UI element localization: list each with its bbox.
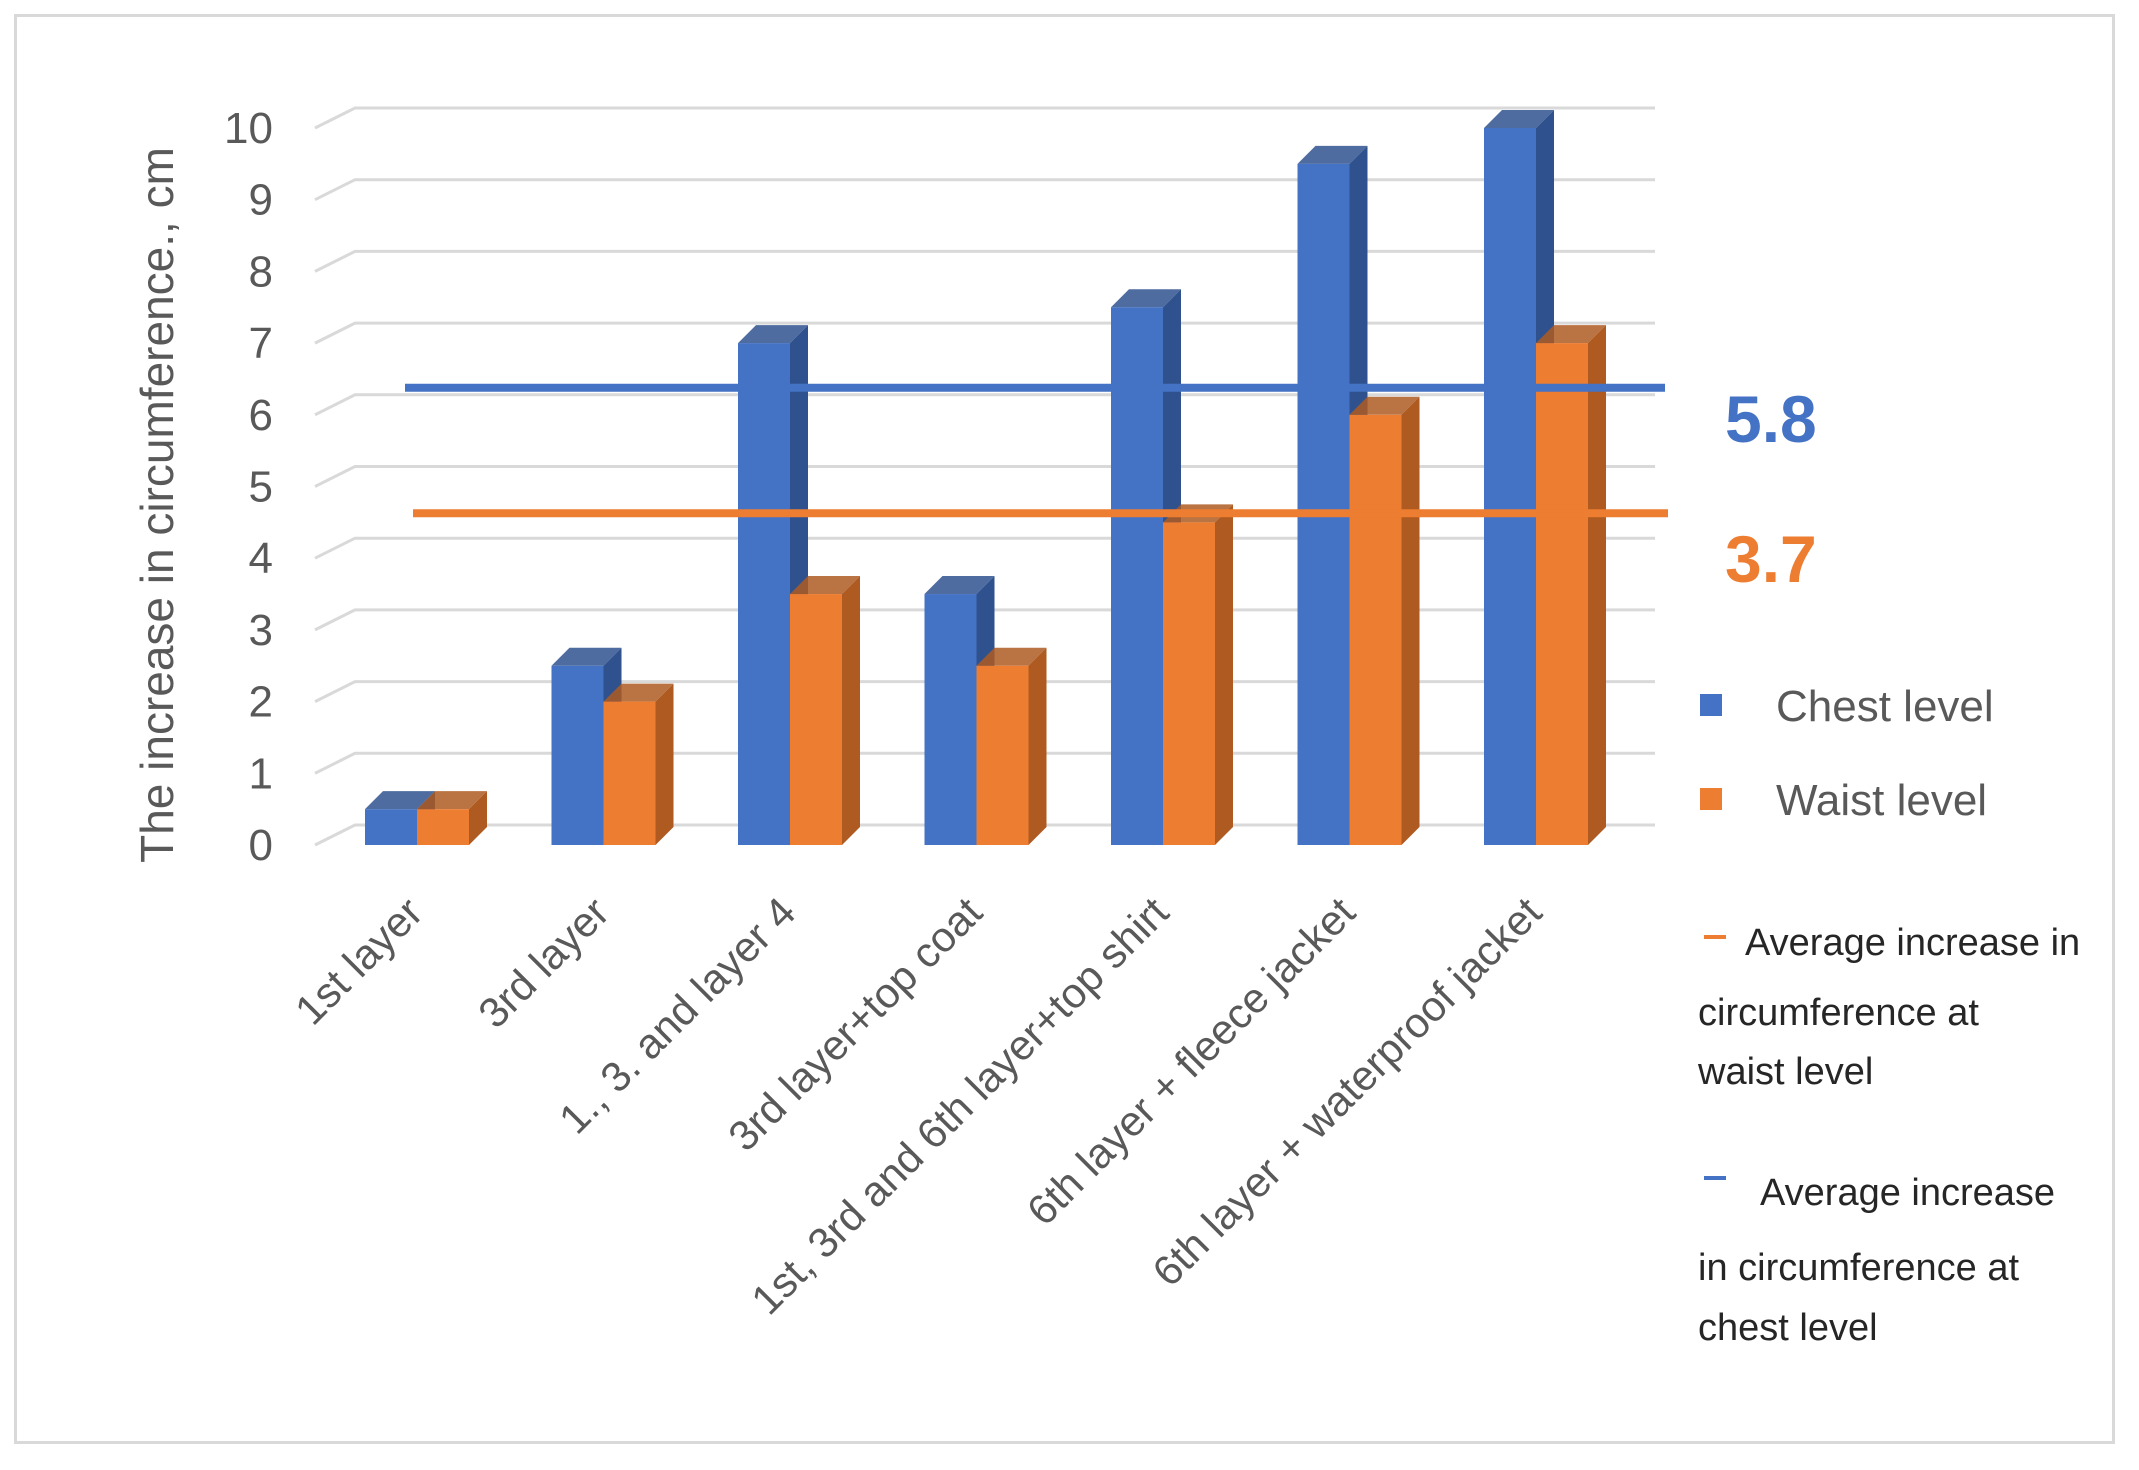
legend-line-waist-average xyxy=(1704,935,1726,939)
bar-top xyxy=(1349,396,1420,415)
bar-top xyxy=(1297,145,1368,164)
bars xyxy=(365,110,1606,846)
bar-side xyxy=(469,791,487,845)
bar-front xyxy=(417,809,469,845)
bar-top xyxy=(551,647,622,666)
bar-top xyxy=(365,791,435,810)
gridline xyxy=(314,536,1655,560)
y-tick-label: 9 xyxy=(249,176,273,225)
bar-front xyxy=(1111,307,1163,845)
legend-label-waist: Waist level xyxy=(1776,776,1987,825)
bar-side xyxy=(1401,396,1420,845)
legend-waist-average-line-1: Average increase in xyxy=(1745,922,2080,964)
bar-top xyxy=(1536,325,1606,344)
y-tick-label: 10 xyxy=(224,104,273,153)
bar-front xyxy=(976,665,1029,845)
gridline xyxy=(314,321,1655,345)
y-tick-label: 7 xyxy=(249,319,273,368)
bar-side xyxy=(1588,325,1606,846)
legend-waist-average-line-3: waist level xyxy=(1697,1051,1873,1093)
bar-front xyxy=(603,701,656,845)
y-tick-label: 5 xyxy=(249,463,273,512)
legend-swatch-chest xyxy=(1700,694,1722,716)
gridline xyxy=(314,393,1655,417)
bar xyxy=(790,576,860,845)
bar-front xyxy=(924,594,977,845)
bar-side xyxy=(1028,647,1047,845)
y-tick-label: 0 xyxy=(249,821,273,870)
y-axis-label: The increase in circumference., cm xyxy=(131,147,183,863)
gridline xyxy=(314,178,1655,202)
bar xyxy=(1349,396,1420,845)
y-tick-label: 1 xyxy=(249,749,273,798)
gridline xyxy=(314,249,1655,273)
bar-top xyxy=(417,791,487,810)
bar-front xyxy=(1536,343,1588,845)
legend-waist-average-line-2: circumference at xyxy=(1698,992,1979,1034)
bar-top xyxy=(738,325,808,344)
average-chest-label: 5.8 xyxy=(1725,382,1817,456)
bar-front xyxy=(790,594,842,845)
bar-front xyxy=(1484,128,1536,845)
bar-top xyxy=(603,683,674,702)
bar-front xyxy=(1163,522,1215,845)
legend-chest-average-line-2: in circumference at xyxy=(1698,1247,2019,1289)
y-tick-label: 3 xyxy=(249,606,273,655)
bar xyxy=(976,647,1047,845)
legend-chest-average-line-1: Average increase xyxy=(1760,1172,2055,1214)
bar-side xyxy=(842,576,860,845)
y-tick-label: 8 xyxy=(249,247,273,296)
bar-front xyxy=(738,343,790,845)
gridline xyxy=(314,106,1655,130)
bar-top xyxy=(790,576,860,595)
reference-lines xyxy=(405,383,1668,518)
bar-front xyxy=(1349,414,1402,845)
bar-top xyxy=(976,647,1047,666)
bar-front xyxy=(551,665,604,845)
bar xyxy=(1297,145,1368,846)
legend-line-chest-average xyxy=(1704,1176,1726,1180)
x-tick-label: 3rd layer xyxy=(469,888,618,1037)
bar xyxy=(603,683,674,845)
x-tick-label: 6th layer + waterproof jacket xyxy=(1143,888,1550,1295)
legend: Chest level Waist level Average increase… xyxy=(1697,682,2080,1349)
bar-front xyxy=(365,809,417,845)
legend-label-chest: Chest level xyxy=(1776,682,1994,731)
x-tick-label: 1st layer xyxy=(286,888,431,1033)
y-axis-ticks: 0 1 2 3 4 5 6 7 8 9 10 xyxy=(224,104,273,870)
bar-top xyxy=(1484,110,1554,128)
average-waist-label: 3.7 xyxy=(1725,522,1817,596)
bar-front xyxy=(1297,163,1350,846)
y-tick-label: 6 xyxy=(249,391,273,440)
bar xyxy=(417,791,487,845)
y-tick-label: 2 xyxy=(249,678,273,727)
bar xyxy=(1536,325,1606,846)
x-tick-label: 6th layer + fleece jacket xyxy=(1018,888,1364,1234)
bar-side xyxy=(655,683,674,845)
bar-side xyxy=(1215,504,1233,845)
bar-top xyxy=(924,576,995,595)
legend-chest-average-line-3: chest level xyxy=(1698,1307,1878,1349)
bar-top xyxy=(1111,289,1181,308)
bar xyxy=(1163,504,1233,845)
y-tick-label: 4 xyxy=(249,534,273,583)
gridline xyxy=(314,465,1655,488)
legend-swatch-waist xyxy=(1700,788,1722,810)
